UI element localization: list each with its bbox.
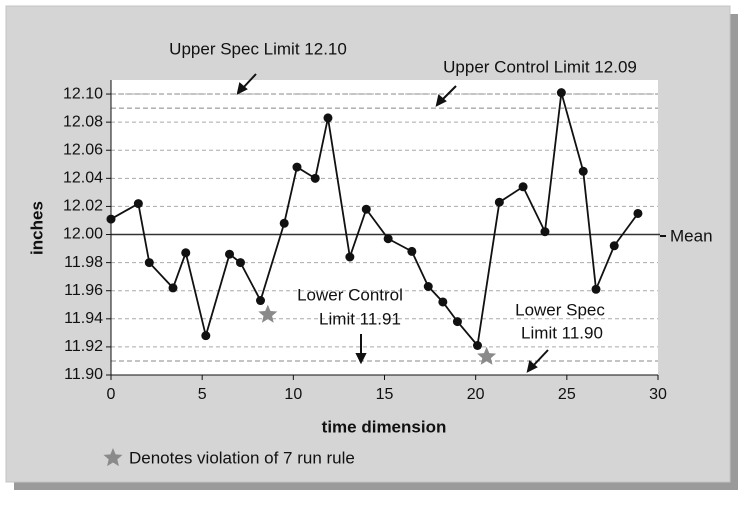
arrows bbox=[236, 73, 666, 373]
data-point bbox=[452, 317, 462, 327]
x-tick-label: 5 bbox=[198, 386, 207, 403]
data-point bbox=[106, 214, 116, 224]
x-tick-label: 10 bbox=[284, 386, 302, 403]
data-point bbox=[181, 248, 191, 258]
data-point bbox=[609, 241, 619, 251]
data-point bbox=[235, 258, 245, 268]
y-tick-label: 11.98 bbox=[64, 254, 103, 271]
data-point bbox=[438, 297, 448, 307]
arrow-head bbox=[236, 82, 248, 95]
data-point bbox=[494, 197, 504, 207]
y-tick-label: 12.10 bbox=[63, 85, 103, 102]
arrow bbox=[531, 349, 549, 368]
x-tick-label: 30 bbox=[649, 386, 667, 403]
data-point bbox=[256, 296, 266, 306]
data-point bbox=[518, 182, 528, 192]
data-point bbox=[633, 208, 643, 218]
data-point bbox=[423, 282, 433, 291]
violation-marker bbox=[258, 304, 278, 323]
x-tick-label: 20 bbox=[467, 386, 485, 403]
y-tick-label: 12.06 bbox=[63, 141, 103, 158]
data-point bbox=[591, 284, 601, 294]
x-tick-label: 15 bbox=[376, 386, 394, 403]
marks bbox=[106, 88, 643, 365]
annotation: Mean bbox=[670, 226, 713, 245]
annotation: Upper Spec Limit 12.10 bbox=[169, 39, 347, 58]
data-point bbox=[201, 331, 211, 341]
data-point bbox=[144, 258, 154, 268]
annotation: Lower Spec bbox=[515, 300, 605, 319]
data-point bbox=[556, 88, 566, 98]
data-point bbox=[225, 249, 235, 259]
data-point bbox=[407, 246, 417, 256]
arrow-head bbox=[435, 94, 447, 107]
data-point bbox=[540, 227, 550, 237]
y-tick-label: 11.94 bbox=[64, 310, 103, 327]
data-point bbox=[361, 204, 371, 214]
arrow-head bbox=[355, 353, 367, 365]
data-point bbox=[472, 341, 482, 350]
data-point bbox=[279, 218, 289, 228]
annotation: Upper Control Limit 12.09 bbox=[443, 57, 637, 76]
legend-label: Denotes violation of 7 run rule bbox=[129, 448, 355, 467]
annotation: Limit 11.91 bbox=[319, 309, 401, 328]
y-tick-label: 11.92 bbox=[64, 338, 103, 355]
y-tick-label: 12.02 bbox=[63, 198, 103, 215]
data-point bbox=[323, 113, 333, 123]
y-axis-label: inches bbox=[27, 201, 46, 255]
violation-marker bbox=[477, 346, 497, 365]
y-tick-label: 11.96 bbox=[64, 282, 103, 299]
y-tick-label: 12.00 bbox=[63, 226, 103, 243]
data-point bbox=[383, 234, 393, 244]
data-point bbox=[345, 252, 355, 262]
data-point bbox=[578, 166, 588, 176]
y-tick-label: 11.90 bbox=[64, 366, 103, 383]
data-point bbox=[168, 283, 178, 293]
data-point bbox=[133, 199, 143, 209]
y-tick-label: 12.04 bbox=[63, 170, 103, 187]
x-axis-label: time dimension bbox=[322, 417, 447, 436]
legend-marker bbox=[103, 448, 123, 467]
y-tick-label: 12.08 bbox=[63, 113, 103, 130]
annotation: Lower Control bbox=[297, 285, 403, 304]
data-point bbox=[292, 162, 302, 172]
x-tick-label: 0 bbox=[107, 386, 116, 403]
data-point bbox=[310, 173, 320, 183]
arrow-head bbox=[526, 360, 538, 373]
annotation: Limit 11.90 bbox=[521, 323, 603, 342]
x-tick-label: 25 bbox=[558, 386, 576, 403]
plot-area bbox=[111, 80, 658, 375]
